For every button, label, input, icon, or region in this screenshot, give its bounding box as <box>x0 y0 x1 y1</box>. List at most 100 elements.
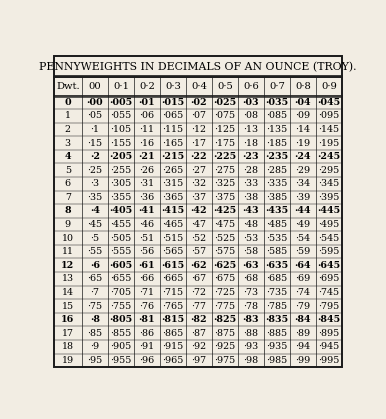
Text: ·465: ·465 <box>162 220 184 229</box>
Text: ·69: ·69 <box>295 274 311 283</box>
Text: ·655: ·655 <box>110 274 132 283</box>
Text: ·615: ·615 <box>161 261 185 270</box>
Text: 18: 18 <box>62 342 74 351</box>
Text: ·4: ·4 <box>90 207 100 215</box>
Text: ·105: ·105 <box>110 125 132 134</box>
Text: 3: 3 <box>65 139 71 147</box>
Text: ·945: ·945 <box>318 342 340 351</box>
Text: ·215: ·215 <box>161 152 185 161</box>
Text: ·345: ·345 <box>318 179 340 188</box>
Text: Dwt.: Dwt. <box>56 82 80 91</box>
Text: 15: 15 <box>62 302 74 310</box>
Text: ·34: ·34 <box>295 179 311 188</box>
Text: ·555: ·555 <box>110 247 132 256</box>
Text: ·975: ·975 <box>214 356 235 365</box>
Text: ·015: ·015 <box>161 98 185 107</box>
Text: ·38: ·38 <box>244 193 259 202</box>
Text: ·96: ·96 <box>139 356 154 365</box>
Text: ·42: ·42 <box>191 207 207 215</box>
Text: ·94: ·94 <box>295 342 311 351</box>
Text: ·855: ·855 <box>110 328 132 338</box>
Text: ·05: ·05 <box>87 111 102 120</box>
Text: ·175: ·175 <box>214 139 235 147</box>
Text: ·115: ·115 <box>163 125 183 134</box>
Text: ·21: ·21 <box>139 152 155 161</box>
Text: ·375: ·375 <box>214 193 235 202</box>
Text: 0·7: 0·7 <box>269 82 285 91</box>
Text: ·66: ·66 <box>139 274 154 283</box>
Text: ·39: ·39 <box>295 193 311 202</box>
Text: ·815: ·815 <box>161 315 185 324</box>
Text: ·485: ·485 <box>266 220 288 229</box>
Text: ·545: ·545 <box>318 234 340 243</box>
Text: ·315: ·315 <box>162 179 184 188</box>
Text: ·255: ·255 <box>110 166 132 175</box>
Text: ·84: ·84 <box>295 315 312 324</box>
Text: 16: 16 <box>61 315 74 324</box>
Text: ·905: ·905 <box>110 342 132 351</box>
Text: ·685: ·685 <box>266 274 288 283</box>
Text: ·575: ·575 <box>214 247 235 256</box>
Text: 6: 6 <box>65 179 71 188</box>
Text: ·245: ·245 <box>317 152 340 161</box>
Text: ·705: ·705 <box>110 288 132 297</box>
Text: ·195: ·195 <box>318 139 340 147</box>
Text: ·51: ·51 <box>139 234 154 243</box>
Text: ·44: ·44 <box>295 207 312 215</box>
Text: ·155: ·155 <box>110 139 132 147</box>
Text: ·52: ·52 <box>191 234 207 243</box>
Text: ·795: ·795 <box>318 302 340 310</box>
Text: ·27: ·27 <box>191 166 207 175</box>
Text: ·93: ·93 <box>243 342 259 351</box>
Text: ·88: ·88 <box>244 328 259 338</box>
Text: ·82: ·82 <box>191 315 207 324</box>
Text: 0·6: 0·6 <box>243 82 259 91</box>
Text: ·18: ·18 <box>244 139 259 147</box>
Text: ·455: ·455 <box>110 220 132 229</box>
Text: ·26: ·26 <box>139 166 154 175</box>
Text: ·075: ·075 <box>214 111 235 120</box>
Text: ·965: ·965 <box>162 356 184 365</box>
Text: ·11: ·11 <box>139 125 154 134</box>
Text: ·12: ·12 <box>191 125 207 134</box>
Text: 7: 7 <box>65 193 71 202</box>
Text: 0·1: 0·1 <box>113 82 129 91</box>
Text: 0·3: 0·3 <box>165 82 181 91</box>
Text: 0·5: 0·5 <box>217 82 233 91</box>
Text: ·325: ·325 <box>214 179 235 188</box>
Text: ·56: ·56 <box>139 247 154 256</box>
Text: ·15: ·15 <box>87 139 102 147</box>
Text: ·65: ·65 <box>87 274 103 283</box>
Text: ·595: ·595 <box>318 247 340 256</box>
Text: ·925: ·925 <box>214 342 235 351</box>
Text: 17: 17 <box>62 328 74 338</box>
Text: ·68: ·68 <box>244 274 259 283</box>
Text: ·295: ·295 <box>318 166 340 175</box>
Text: ·765: ·765 <box>162 302 184 310</box>
Text: ·03: ·03 <box>243 98 259 107</box>
Text: ·63: ·63 <box>243 261 259 270</box>
Text: ·07: ·07 <box>191 111 207 120</box>
Text: ·97: ·97 <box>191 356 207 365</box>
Text: ·355: ·355 <box>110 193 132 202</box>
Text: ·13: ·13 <box>244 125 259 134</box>
Text: ·225: ·225 <box>213 152 237 161</box>
Text: ·835: ·835 <box>266 315 289 324</box>
Text: ·055: ·055 <box>110 111 132 120</box>
Text: ·665: ·665 <box>162 274 184 283</box>
Text: ·7: ·7 <box>90 288 100 297</box>
Text: ·41: ·41 <box>139 207 155 215</box>
Text: ·23: ·23 <box>243 152 259 161</box>
Text: ·06: ·06 <box>139 111 154 120</box>
Text: ·22: ·22 <box>191 152 207 161</box>
Text: 5: 5 <box>65 166 71 175</box>
Text: 0·8: 0·8 <box>295 82 311 91</box>
Text: ·635: ·635 <box>266 261 289 270</box>
Text: ·25: ·25 <box>87 166 102 175</box>
Text: ·535: ·535 <box>266 234 288 243</box>
Text: ·32: ·32 <box>191 179 207 188</box>
Text: ·6: ·6 <box>90 261 100 270</box>
Text: ·865: ·865 <box>162 328 184 338</box>
Text: ·675: ·675 <box>214 274 235 283</box>
Text: ·79: ·79 <box>295 302 311 310</box>
